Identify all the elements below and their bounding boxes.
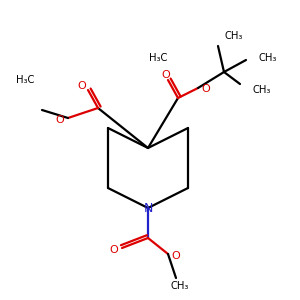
Text: O: O [202,84,210,94]
Text: H₃C: H₃C [16,75,34,85]
Text: O: O [56,115,64,125]
Text: H₃C: H₃C [149,53,167,63]
Text: O: O [110,245,118,255]
Text: O: O [78,81,86,91]
Text: CH₃: CH₃ [259,53,277,63]
Text: CH₃: CH₃ [225,31,243,41]
Text: O: O [172,251,180,261]
Text: O: O [162,70,170,80]
Text: CH₃: CH₃ [253,85,271,95]
Text: N: N [143,202,153,214]
Text: CH₃: CH₃ [171,281,189,291]
